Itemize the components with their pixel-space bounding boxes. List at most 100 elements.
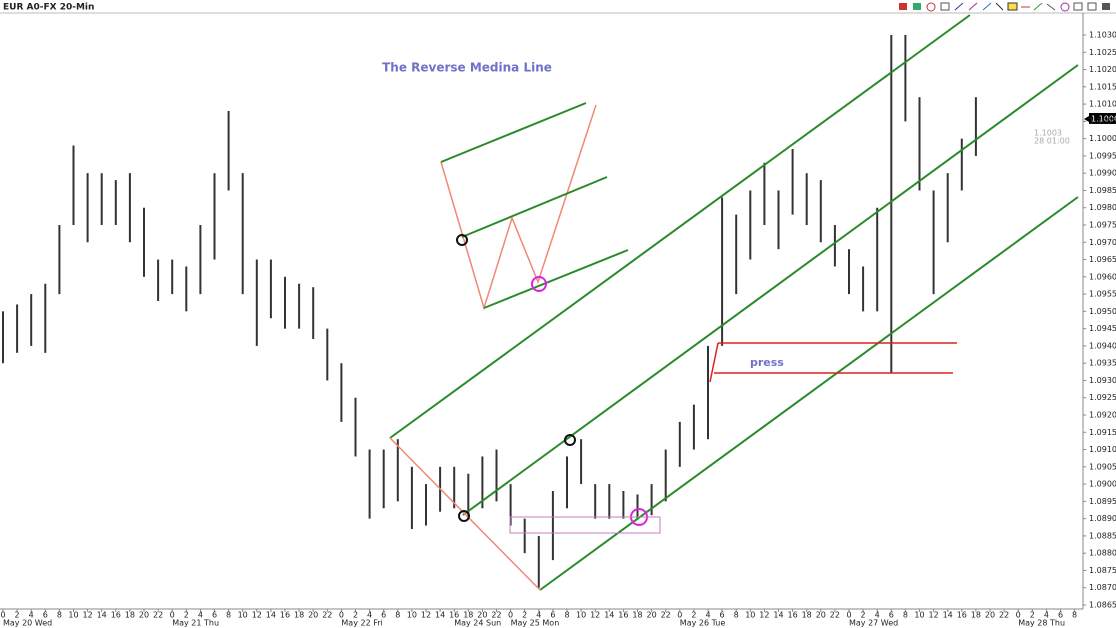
x-tick-label: 2 — [1030, 611, 1035, 620]
x-tick-label: 8 — [564, 611, 569, 620]
y-tick-label: 1.1025 — [1089, 48, 1116, 57]
y-tick-label: 1.0870 — [1089, 583, 1116, 592]
x-day-label: May 28 Thu — [1018, 619, 1065, 628]
y-tick-label: 1.0945 — [1089, 324, 1116, 333]
icon[interactable] — [954, 2, 964, 11]
x-tick-label: 22 — [153, 611, 163, 620]
icon[interactable] — [913, 3, 921, 10]
x-tick-label: 4 — [29, 611, 34, 620]
x-tick-label: 18 — [802, 611, 812, 620]
x-tick-label: 0 — [508, 611, 513, 620]
x-tick-label: 4 — [367, 611, 372, 620]
y-tick-label: 1.0880 — [1089, 549, 1116, 558]
y-tick-label: 1.1005 — [1089, 117, 1116, 126]
x-tick-label: 20 — [985, 611, 995, 620]
x-tick-label: 18 — [294, 611, 304, 620]
y-tick-label: 1.0955 — [1089, 290, 1116, 299]
x-tick-label: 20 — [647, 611, 657, 620]
icon[interactable] — [1060, 2, 1070, 12]
x-tick-label: 16 — [618, 611, 628, 620]
x-tick-label: 12 — [83, 611, 93, 620]
x-tick-label: 16 — [280, 611, 290, 620]
x-tick-label: 20 — [816, 611, 826, 620]
y-tick-label: 1.0905 — [1089, 462, 1116, 471]
x-tick-label: 0 — [1016, 611, 1021, 620]
icon[interactable] — [899, 3, 907, 10]
diagram-line — [461, 176, 608, 238]
x-tick-label: 10 — [68, 611, 78, 620]
channel-line — [389, 14, 971, 439]
x-tick-label: 2 — [353, 611, 358, 620]
y-tick-label: 1.0875 — [1089, 566, 1116, 575]
x-tick-label: 6 — [1058, 611, 1063, 620]
icon[interactable] — [1046, 3, 1056, 11]
icon[interactable] — [1073, 2, 1083, 11]
annotation-press: press — [750, 356, 784, 369]
x-tick-label: 2 — [861, 611, 866, 620]
x-tick-label: 22 — [999, 611, 1009, 620]
x-tick-label: 4 — [536, 611, 541, 620]
x-tick-label: 2 — [15, 611, 20, 620]
y-tick-label: 1.0915 — [1089, 428, 1116, 437]
icon[interactable] — [995, 2, 1004, 11]
icon[interactable] — [1087, 2, 1097, 11]
icon[interactable] — [940, 2, 950, 11]
y-tick-label: 1.1020 — [1089, 65, 1116, 74]
x-tick-label: 18 — [125, 611, 135, 620]
y-tick-label: 1.0920 — [1089, 411, 1116, 420]
x-tick-label: 10 — [745, 611, 755, 620]
y-tick-label: 1.0895 — [1089, 497, 1116, 506]
x-tick-label: 16 — [957, 611, 967, 620]
icon[interactable] — [1033, 2, 1043, 11]
x-tick-label: 12 — [759, 611, 769, 620]
x-tick-label: 18 — [463, 611, 473, 620]
x-tick-label: 22 — [830, 611, 840, 620]
y-tick-label: 1.0995 — [1089, 151, 1116, 160]
pivot-marker — [458, 510, 470, 522]
x-day-label: May 27 Wed — [849, 619, 898, 628]
x-tick-label: 8 — [734, 611, 739, 620]
x-tick-label: 0 — [170, 611, 175, 620]
y-tick-label: 1.0930 — [1089, 376, 1116, 385]
x-tick-label: 10 — [914, 611, 924, 620]
last-price: 1.1006 — [1091, 115, 1116, 124]
x-tick-label: 2 — [522, 611, 527, 620]
x-tick-label: 20 — [139, 611, 149, 620]
icon[interactable] — [926, 2, 936, 12]
x-tick-label: 12 — [590, 611, 600, 620]
icon[interactable] — [968, 2, 978, 11]
x-day-label: May 26 Tue — [680, 619, 726, 628]
y-tick-label: 1.1030 — [1089, 31, 1116, 40]
x-tick-label: 0 — [339, 611, 344, 620]
x-tick-label: 4 — [1044, 611, 1049, 620]
x-tick-label: 22 — [322, 611, 332, 620]
pivot-marker — [456, 234, 468, 246]
last-price-box — [1089, 113, 1116, 124]
icon[interactable] — [1102, 3, 1110, 10]
x-tick-label: 6 — [212, 611, 217, 620]
x-tick-label: 22 — [491, 611, 501, 620]
y-tick-label: 1.0950 — [1089, 307, 1116, 316]
y-tick-label: 1.0910 — [1089, 445, 1116, 454]
x-tick-label: 14 — [773, 611, 783, 620]
x-tick-label: 20 — [477, 611, 487, 620]
x-tick-label: 8 — [903, 611, 908, 620]
x-tick-label: 14 — [266, 611, 276, 620]
icon[interactable] — [982, 2, 992, 11]
plot-area — [2, 35, 977, 588]
y-tick-label: 1.0970 — [1089, 238, 1116, 247]
y-tick-label: 1.0980 — [1089, 203, 1116, 212]
annotation-title: The Reverse Medina Line — [382, 61, 552, 75]
y-tick-label: 1.0990 — [1089, 169, 1116, 178]
y-tick-label: 1.1010 — [1089, 100, 1116, 109]
y-tick-label: 1.1015 — [1089, 82, 1116, 91]
y-tick-label: 1.0890 — [1089, 514, 1116, 523]
x-tick-label: 0 — [677, 611, 682, 620]
icon[interactable] — [1007, 2, 1018, 11]
y-tick-label: 1.0885 — [1089, 531, 1116, 540]
x-tick-label: 22 — [661, 611, 671, 620]
x-tick-label: 14 — [97, 611, 107, 620]
medina-line — [389, 437, 541, 591]
diagram-line — [440, 102, 587, 163]
